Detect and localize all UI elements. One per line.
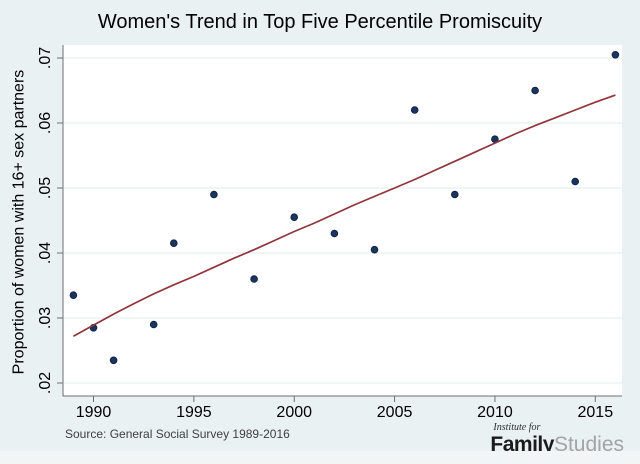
logo-family-text: Family [490,433,554,456]
y-tick-label: .06 [37,111,54,135]
source-note: Source: General Social Survey 1989-2016 [65,427,290,441]
data-point-marker [109,356,118,365]
y-tick-label: .07 [37,46,54,70]
data-point-marker [210,190,218,199]
x-tick-label: 1990 [75,404,112,421]
data-point-marker [290,213,299,221]
y-tick-label: .02 [37,371,54,395]
y-tick-label: .03 [37,306,54,330]
y-tick-label: .04 [37,241,54,265]
data-point-marker [149,320,158,329]
x-tick-label: 2005 [376,404,413,421]
x-tick-label: 2015 [577,404,614,421]
trend-line [72,94,616,337]
data-point-marker [611,51,620,59]
x-tick-label: 2000 [276,404,313,421]
data-point-marker [571,177,580,186]
institute-for-family-studies-logo: Institute for FamilyStudies [490,422,624,456]
chart-title: Women's Trend in Top Five Percentile Pro… [97,11,543,33]
data-point-marker [410,106,419,114]
data-point-marker [250,275,258,283]
data-point-marker [69,291,78,300]
logo-institute-for-text: Institute for [493,422,541,433]
logo-studies-text: Studies [553,433,624,456]
data-point-marker [330,229,339,238]
data-point-marker [531,86,539,95]
plot-background [63,45,622,396]
bottom-margin-strip [0,451,640,464]
x-tick-label: 1995 [176,404,212,421]
data-point-marker [170,239,178,247]
data-point-marker [370,245,379,254]
data-point-marker [451,190,459,199]
y-tick-label: .05 [37,176,54,200]
x-tick-label: 2010 [477,404,513,421]
